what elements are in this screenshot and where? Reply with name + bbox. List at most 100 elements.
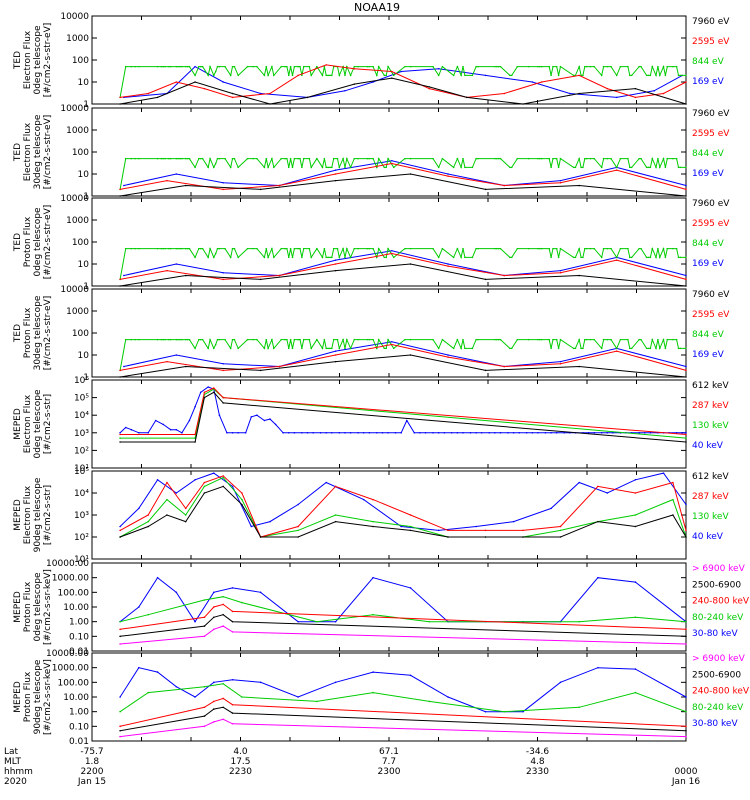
y-axis-label: TEDProton Flux30deg telescope[#/cm2-s-st… — [13, 295, 53, 370]
y-tick-label: 10000 — [60, 12, 89, 22]
data-point — [559, 529, 562, 532]
data-point — [124, 338, 127, 341]
data-point — [383, 74, 386, 77]
data-point — [207, 347, 209, 350]
data-point — [269, 418, 271, 420]
data-point — [572, 256, 575, 259]
data-point — [672, 65, 674, 68]
y-tick-label: 10 — [78, 351, 90, 361]
y-axis-label: TEDElectron Flux0deg telescope[#/cm2-s-s… — [13, 23, 53, 98]
data-point — [685, 369, 687, 372]
legend-entry: 240-800 keV — [692, 687, 750, 697]
data-point — [291, 166, 294, 169]
data-point — [181, 65, 183, 68]
data-point — [168, 247, 170, 250]
y-tick-label: 100.00 — [58, 588, 90, 598]
data-point — [224, 157, 226, 160]
data-point — [578, 92, 580, 95]
data-point — [175, 338, 178, 341]
data-point — [181, 432, 183, 434]
data-point — [284, 338, 286, 341]
data-point — [212, 74, 215, 77]
data-point — [207, 166, 209, 169]
data-point — [685, 365, 687, 368]
data-point — [184, 338, 187, 341]
data-point — [231, 703, 234, 706]
data-point — [231, 432, 234, 434]
data-point — [124, 157, 127, 160]
data-point — [550, 256, 552, 259]
data-point — [559, 271, 562, 274]
data-point — [156, 671, 159, 673]
data-point — [499, 338, 502, 341]
data-point — [293, 157, 296, 160]
data-point — [503, 92, 506, 95]
data-point — [323, 157, 326, 160]
data-point — [346, 247, 348, 250]
y-axis-label-line: Proton Flux — [23, 671, 33, 722]
data-point — [194, 406, 196, 408]
y-axis-label-line: [#/cm2-s-str-eV] — [43, 23, 53, 98]
series-130-keV — [120, 388, 687, 439]
data-point — [246, 65, 249, 68]
data-point — [372, 613, 374, 616]
data-point — [672, 247, 674, 250]
data-point — [334, 259, 337, 261]
data-point — [229, 166, 232, 169]
data-point — [194, 347, 196, 350]
data-point — [531, 432, 534, 434]
data-point — [522, 710, 524, 713]
data-point — [297, 696, 299, 698]
data-point — [550, 507, 552, 510]
data-point — [216, 338, 219, 341]
data-point — [424, 432, 427, 434]
data-point — [209, 157, 211, 160]
data-point — [503, 184, 506, 187]
data-point — [214, 252, 217, 255]
data-point — [647, 347, 650, 350]
data-point — [147, 691, 150, 694]
data-point — [600, 432, 603, 434]
footer-time: 2200 — [81, 767, 104, 777]
data-point — [331, 432, 333, 434]
data-point — [169, 428, 172, 431]
data-point — [222, 476, 224, 479]
data-point — [666, 247, 669, 250]
data-point — [649, 166, 652, 169]
data-point — [447, 536, 449, 538]
data-point — [224, 338, 226, 341]
data-point — [199, 338, 202, 341]
series-7960-eV — [120, 263, 687, 287]
data-point — [231, 587, 234, 589]
data-point — [634, 691, 637, 694]
data-point — [471, 74, 474, 77]
data-point — [289, 65, 292, 68]
data-point — [387, 247, 389, 250]
data-point — [353, 157, 356, 160]
data-point — [199, 157, 202, 160]
data-point — [495, 338, 498, 341]
data-point — [316, 700, 318, 703]
y-axis-label-line: TED — [13, 143, 23, 162]
data-point — [194, 620, 196, 623]
y-tick-label: 100 — [72, 56, 89, 66]
data-point — [634, 478, 637, 481]
data-point — [685, 696, 687, 698]
data-point — [203, 87, 206, 90]
data-point — [175, 173, 178, 175]
data-point — [602, 65, 605, 68]
data-point — [138, 666, 140, 669]
data-point — [233, 247, 236, 250]
y-tick-label: 10⁴ — [74, 411, 89, 421]
data-point — [559, 181, 562, 184]
data-point — [477, 338, 479, 341]
data-point — [156, 576, 159, 579]
data-point — [119, 432, 121, 434]
y-tick-label: 100 — [72, 148, 89, 158]
data-point — [207, 256, 209, 259]
data-point — [175, 685, 178, 688]
data-point — [259, 536, 262, 538]
legend-entry: > 6900 keV — [692, 564, 746, 574]
data-point — [555, 338, 558, 341]
data-point — [168, 65, 170, 68]
